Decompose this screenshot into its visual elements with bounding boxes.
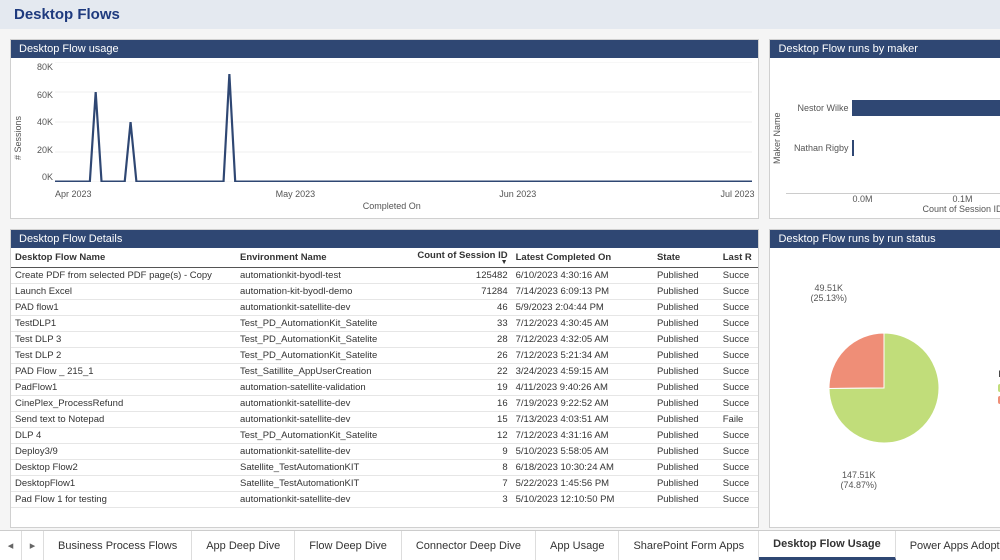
table-row[interactable]: Test DLP 2Test_PD_AutomationKit_Satelite… xyxy=(11,348,758,364)
table-row[interactable]: Pad Flow 1 for testingautomationkit-sate… xyxy=(11,492,758,508)
usage-chart-card: Desktop Flow usage # Sessions 80K60K40K2… xyxy=(10,39,759,219)
report-tab[interactable]: SharePoint Form Apps xyxy=(619,531,759,560)
table-row[interactable]: PAD Flow _ 215_1Test_Satillite_AppUserCr… xyxy=(11,364,758,380)
tab-scroll-left[interactable]: ◂ xyxy=(0,531,22,560)
table-row[interactable]: DLP 4Test_PD_AutomationKit_Satelite127/1… xyxy=(11,428,758,444)
usage-line-chart[interactable] xyxy=(55,62,752,182)
report-tab-bar: ◂ ▸ Business Process FlowsApp Deep DiveF… xyxy=(0,530,1000,560)
report-tab[interactable]: App Usage xyxy=(536,531,619,560)
pie-chart-title: Desktop Flow runs by run status xyxy=(770,230,1000,248)
page-header: Desktop Flows xyxy=(0,0,1000,29)
table-row[interactable]: CinePlex_ProcessRefundautomationkit-sate… xyxy=(11,396,758,412)
table-header[interactable]: Desktop Flow Name xyxy=(11,248,236,268)
usage-chart-title: Desktop Flow usage xyxy=(11,40,758,58)
maker-chart-title: Desktop Flow runs by maker xyxy=(770,40,1000,58)
table-header[interactable]: Last R xyxy=(719,248,759,268)
report-tab[interactable]: Business Process Flows xyxy=(44,531,192,560)
maker-bar-label: Nathan Rigby xyxy=(786,143,848,153)
table-row[interactable]: Send text to Notepadautomationkit-satell… xyxy=(11,412,758,428)
pie-chart[interactable] xyxy=(809,313,959,463)
pie-chart-card: Desktop Flow runs by run status 49.51K(2… xyxy=(769,229,1000,528)
maker-chart-card: Desktop Flow runs by maker Maker Name Ne… xyxy=(769,39,1000,219)
table-row[interactable]: Desktop Flow2Satellite_TestAutomationKIT… xyxy=(11,460,758,476)
tab-scroll-right[interactable]: ▸ xyxy=(22,531,44,560)
table-header[interactable]: State xyxy=(653,248,719,268)
maker-bar-label: Nestor Wilke xyxy=(786,103,848,113)
table-row[interactable]: PAD flow1automationkit-satellite-dev465/… xyxy=(11,300,758,316)
table-row[interactable]: PadFlow1automation-satellite-validation1… xyxy=(11,380,758,396)
table-header[interactable]: Environment Name xyxy=(236,248,382,268)
report-tab[interactable]: Flow Deep Dive xyxy=(295,531,402,560)
table-row[interactable]: DesktopFlow1Satellite_TestAutomationKIT7… xyxy=(11,476,758,492)
page-title: Desktop Flows xyxy=(14,6,1000,23)
report-tab[interactable]: Connector Deep Dive xyxy=(402,531,536,560)
usage-xlabel: Completed On xyxy=(25,201,758,211)
table-header[interactable]: Latest Completed On xyxy=(512,248,653,268)
table-row[interactable]: Deploy3/9automationkit-satellite-dev95/1… xyxy=(11,444,758,460)
table-row[interactable]: Test DLP 3Test_PD_AutomationKit_Satelite… xyxy=(11,332,758,348)
table-header[interactable]: Count of Session ID▼ xyxy=(382,248,512,268)
table-row[interactable]: Launch Excelautomation-kit-byodl-demo712… xyxy=(11,284,758,300)
table-row[interactable]: Create PDF from selected PDF page(s) - C… xyxy=(11,268,758,284)
table-row[interactable]: TestDLP1Test_PD_AutomationKit_Satelite33… xyxy=(11,316,758,332)
report-tab[interactable]: Desktop Flow Usage xyxy=(759,531,896,560)
details-table[interactable]: Desktop Flow NameEnvironment NameCount o… xyxy=(11,248,758,508)
report-tab[interactable]: Power Apps Adoption xyxy=(896,531,1000,560)
maker-ylabel: Maker Name xyxy=(770,58,784,218)
details-table-title: Desktop Flow Details xyxy=(11,230,758,248)
usage-ylabel: # Sessions xyxy=(11,58,25,218)
report-tab[interactable]: App Deep Dive xyxy=(192,531,295,560)
maker-bar-row[interactable]: Nathan Rigby xyxy=(786,140,1000,156)
maker-bar-row[interactable]: Nestor Wilke xyxy=(786,100,1000,116)
maker-xlabel: Count of Session ID xyxy=(786,204,1000,214)
details-table-card: Desktop Flow Details Desktop Flow NameEn… xyxy=(10,229,759,528)
